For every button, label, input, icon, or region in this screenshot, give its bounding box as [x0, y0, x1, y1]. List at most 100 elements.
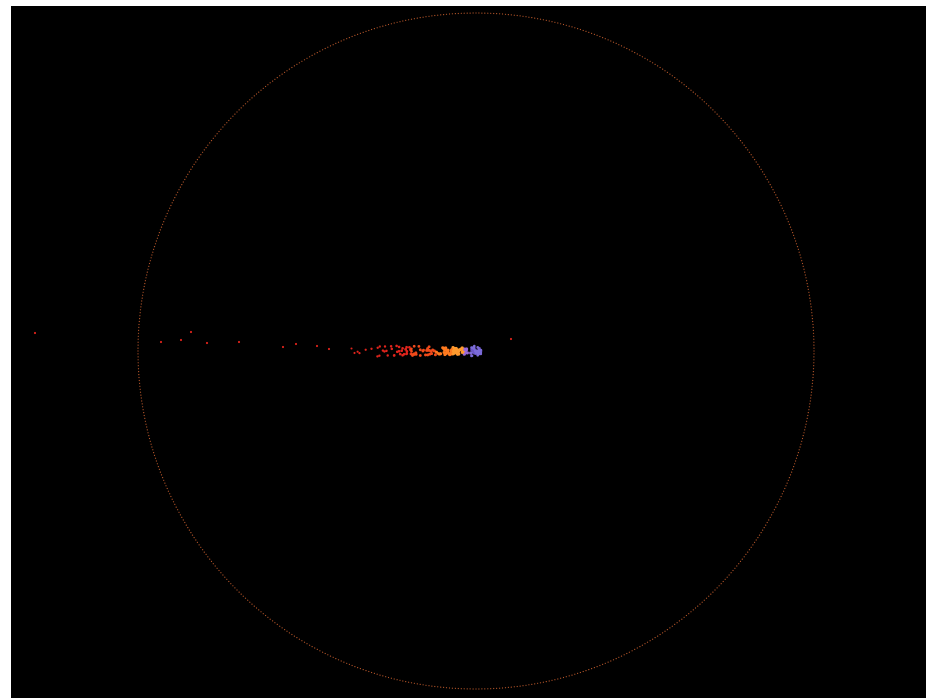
boundary-dot: [808, 294, 811, 296]
boundary-dot: [216, 133, 218, 135]
particle: [405, 349, 409, 353]
boundary-dot: [699, 603, 701, 605]
boundary-dot: [393, 22, 395, 24]
boundary-dot: [811, 315, 813, 317]
boundary-dot: [145, 277, 147, 279]
boundary-dot: [163, 479, 165, 481]
boundary-dot: [674, 77, 676, 79]
boundary-dot: [758, 166, 761, 168]
particle: [470, 351, 473, 355]
boundary-dot: [214, 565, 216, 567]
boundary-dot: [303, 641, 306, 643]
boundary-dot: [548, 680, 550, 682]
particle: [426, 353, 430, 357]
boundary-dot: [159, 229, 161, 231]
boundary-dot: [773, 509, 776, 511]
boundary-dot: [475, 688, 477, 690]
boundary-dot: [335, 42, 337, 45]
boundary-dot: [445, 13, 448, 15]
boundary-dot: [175, 506, 177, 508]
particle: [470, 354, 474, 358]
boundary-dot: [768, 181, 770, 183]
boundary-dot: [741, 142, 743, 144]
boundary-dot: [348, 663, 350, 666]
boundary-dot: [174, 197, 176, 199]
boundary-dot: [607, 661, 609, 663]
boundary-dot: [813, 356, 815, 358]
boundary-dot: [416, 17, 418, 19]
boundary-dot: [422, 684, 424, 686]
boundary-dot: [493, 12, 495, 15]
boundary-dot: [152, 449, 154, 451]
boundary-dot: [138, 374, 140, 376]
boundary-dot: [513, 686, 515, 688]
boundary-dot: [142, 406, 144, 408]
boundary-dot: [156, 463, 158, 465]
boundary-dot: [144, 283, 146, 285]
boundary-dot: [160, 226, 163, 228]
boundary-dot: [531, 17, 533, 19]
boundary-dot: [156, 237, 158, 239]
particle: [422, 348, 425, 352]
boundary-dot: [780, 204, 782, 207]
boundary-dot: [188, 529, 190, 531]
boundary-dot: [722, 119, 724, 122]
boundary-dot: [539, 682, 542, 684]
boundary-dot: [754, 541, 756, 544]
boundary-dot: [799, 254, 801, 256]
boundary-dot: [146, 426, 148, 428]
boundary-dot: [139, 388, 141, 390]
boundary-dot: [146, 271, 148, 273]
boundary-dot: [548, 20, 550, 22]
boundary-dot: [739, 140, 742, 142]
boundary-dot: [697, 95, 699, 97]
boundary-dot: [516, 14, 518, 17]
boundary-dot: [779, 498, 781, 500]
boundary-circle: [137, 12, 815, 690]
boundary-dot: [798, 449, 800, 451]
boundary-dot: [806, 417, 808, 419]
boundary-dot: [525, 684, 527, 686]
boundary-dot: [522, 15, 524, 17]
particle: [395, 350, 399, 354]
boundary-dot: [191, 166, 194, 168]
boundary-dot: [190, 168, 192, 170]
boundary-dot: [710, 107, 712, 109]
particle: [417, 345, 421, 348]
boundary-dot: [359, 668, 361, 670]
visualization-canvas[interactable]: [11, 6, 926, 698]
particle: [418, 348, 422, 352]
boundary-dot: [748, 151, 751, 153]
boundary-dot: [209, 558, 211, 560]
boundary-dot: [683, 616, 685, 618]
particle: [315, 344, 319, 348]
boundary-dot: [440, 686, 442, 688]
boundary-dot: [148, 435, 150, 437]
boundary-dot: [501, 13, 504, 15]
boundary-dot: [481, 688, 483, 690]
boundary-dot: [151, 446, 153, 448]
boundary-dot: [490, 688, 492, 690]
boundary-dot: [202, 151, 204, 153]
boundary-dot: [776, 503, 778, 505]
boundary-dot: [351, 664, 353, 667]
boundary-dot: [301, 60, 303, 62]
boundary-dot: [329, 45, 332, 47]
boundary-dot: [210, 560, 213, 563]
particle: [390, 347, 394, 351]
boundary-dot: [568, 675, 570, 677]
boundary-dot: [172, 501, 175, 503]
boundary-dot: [249, 99, 251, 101]
boundary-dot: [200, 546, 202, 548]
boundary-dot: [800, 443, 802, 445]
boundary-dot: [484, 688, 486, 690]
boundary-dot: [144, 417, 146, 419]
boundary-dot: [539, 18, 542, 20]
boundary-dot: [146, 429, 148, 431]
boundary-dot: [170, 495, 172, 498]
boundary-dot: [144, 280, 146, 282]
boundary-dot: [545, 19, 547, 21]
boundary-dot: [574, 673, 576, 675]
boundary-dot: [496, 687, 498, 690]
boundary-dot: [730, 128, 732, 130]
